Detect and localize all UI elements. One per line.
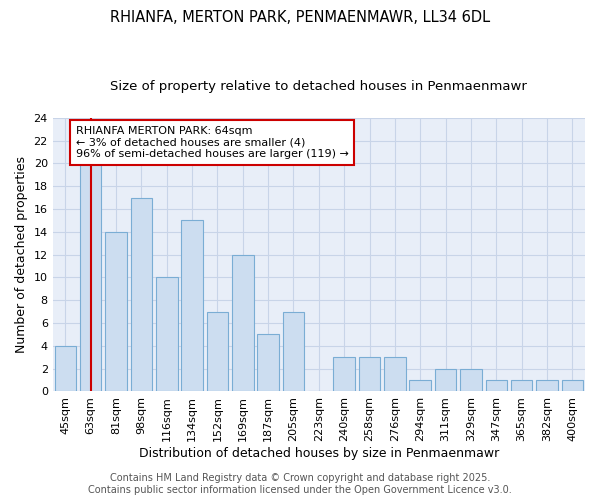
Bar <box>435 368 457 392</box>
Bar <box>80 164 101 392</box>
Text: RHIANFA, MERTON PARK, PENMAENMAWR, LL34 6DL: RHIANFA, MERTON PARK, PENMAENMAWR, LL34 … <box>110 10 490 25</box>
Bar <box>334 357 355 392</box>
Bar <box>384 357 406 392</box>
Bar <box>156 278 178 392</box>
Bar <box>536 380 558 392</box>
Text: Contains HM Land Registry data © Crown copyright and database right 2025.
Contai: Contains HM Land Registry data © Crown c… <box>88 474 512 495</box>
X-axis label: Distribution of detached houses by size in Penmaenmawr: Distribution of detached houses by size … <box>139 447 499 460</box>
Bar <box>485 380 507 392</box>
Bar <box>511 380 532 392</box>
Y-axis label: Number of detached properties: Number of detached properties <box>15 156 28 353</box>
Bar <box>206 312 228 392</box>
Bar <box>55 346 76 392</box>
Bar <box>181 220 203 392</box>
Bar <box>409 380 431 392</box>
Bar <box>131 198 152 392</box>
Bar <box>232 254 254 392</box>
Title: Size of property relative to detached houses in Penmaenmawr: Size of property relative to detached ho… <box>110 80 527 93</box>
Bar <box>257 334 279 392</box>
Bar <box>562 380 583 392</box>
Bar <box>105 232 127 392</box>
Text: RHIANFA MERTON PARK: 64sqm
← 3% of detached houses are smaller (4)
96% of semi-d: RHIANFA MERTON PARK: 64sqm ← 3% of detac… <box>76 126 349 159</box>
Bar <box>283 312 304 392</box>
Bar <box>359 357 380 392</box>
Bar <box>460 368 482 392</box>
